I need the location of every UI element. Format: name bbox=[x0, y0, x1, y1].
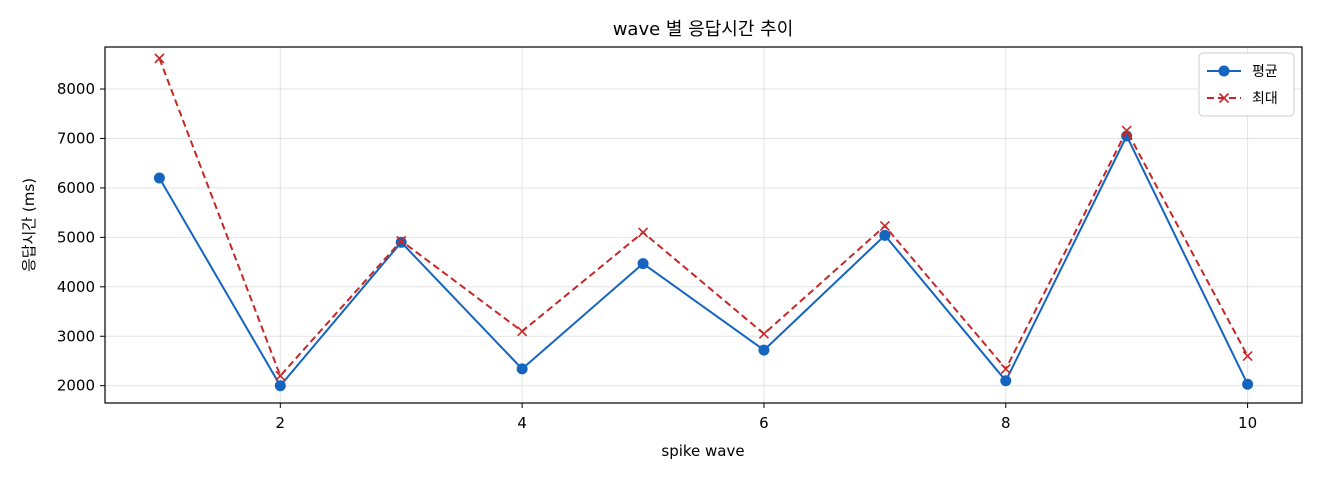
series-group bbox=[153, 53, 1254, 392]
series-2 bbox=[154, 53, 1253, 381]
data-point bbox=[274, 380, 286, 392]
chart-title: wave 별 응답시간 추이 bbox=[613, 19, 794, 40]
data-point bbox=[154, 53, 165, 64]
data-point bbox=[1242, 378, 1254, 390]
x-axis: 2 4 6 8 10 bbox=[276, 403, 1257, 432]
data-point-legend bbox=[1218, 92, 1230, 104]
data-point bbox=[395, 236, 407, 248]
y-tick-label: 7000 bbox=[57, 129, 95, 147]
x-tick-label: 8 bbox=[1001, 414, 1011, 432]
x-tick-label: 2 bbox=[276, 414, 286, 432]
data-point bbox=[758, 344, 770, 356]
x-tick-label: 6 bbox=[759, 414, 769, 432]
y-tick-label: 4000 bbox=[57, 278, 95, 296]
plot-area-frame bbox=[104, 46, 1303, 404]
data-point bbox=[517, 326, 528, 337]
data-point bbox=[637, 258, 649, 270]
y-tick-label: 3000 bbox=[57, 327, 95, 345]
y-tick-label: 8000 bbox=[57, 80, 95, 98]
series-line bbox=[158, 58, 1249, 377]
data-point bbox=[879, 229, 891, 241]
data-point bbox=[396, 235, 407, 246]
data-point bbox=[516, 363, 528, 375]
series-1 bbox=[153, 130, 1254, 392]
data-point bbox=[1121, 125, 1132, 136]
series-line bbox=[158, 135, 1249, 387]
x-tick-label: 4 bbox=[517, 414, 527, 432]
x-tick-label: 10 bbox=[1238, 414, 1257, 432]
data-point bbox=[1000, 375, 1012, 387]
grid bbox=[105, 47, 1302, 403]
data-point bbox=[879, 220, 890, 232]
data-point bbox=[637, 227, 649, 238]
y-tick-label: 2000 bbox=[57, 377, 95, 395]
data-point bbox=[1000, 363, 1011, 374]
data-point bbox=[153, 172, 165, 184]
data-point bbox=[758, 328, 770, 339]
legend-label: 평균 bbox=[1252, 64, 1278, 80]
y-axis-label: 응답시간 (ms) bbox=[20, 178, 38, 272]
legend-label: 최대 bbox=[1252, 91, 1278, 107]
data-point-legend bbox=[1218, 65, 1230, 77]
y-tick-label: 6000 bbox=[57, 179, 95, 197]
data-point bbox=[275, 370, 286, 381]
x-axis-label: spike wave bbox=[661, 442, 744, 460]
data-point bbox=[1242, 350, 1253, 362]
y-axis: 2000 3000 4000 5000 6000 7000 8000 bbox=[57, 80, 105, 395]
legend-entry: 평균 bbox=[1207, 64, 1278, 80]
legend-entry: 최대 bbox=[1207, 91, 1278, 107]
y-tick-label: 5000 bbox=[57, 228, 95, 246]
legend-box bbox=[1198, 52, 1295, 117]
